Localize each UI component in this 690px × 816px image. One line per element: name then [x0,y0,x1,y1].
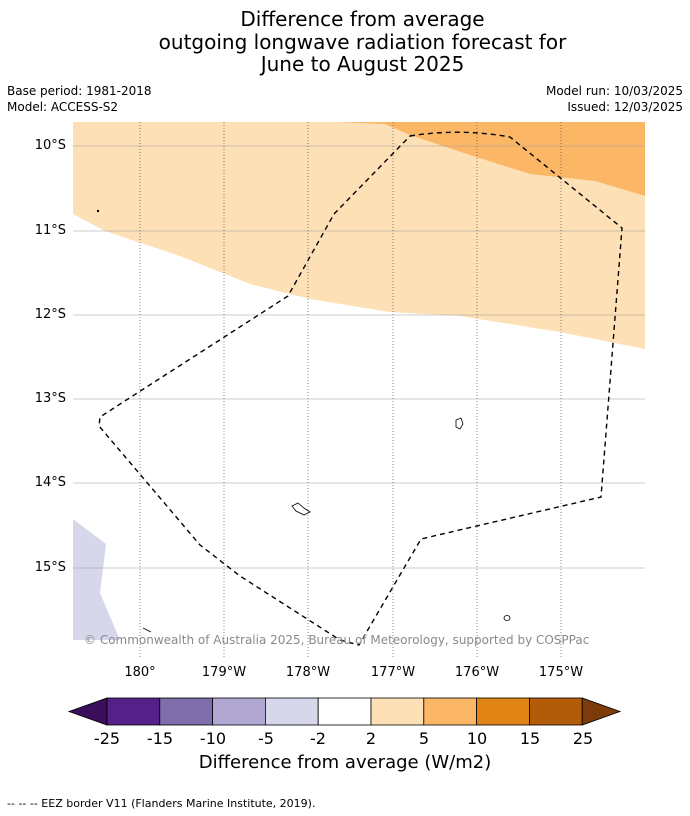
island-shape [291,502,311,516]
model-run: Model run: 10/03/2025 [545,84,683,98]
island-shape [211,659,213,661]
title-line-3: June to August 2025 [260,52,465,76]
colorbar-segment [370,697,425,726]
base-period: Base period: 1981-2018 [7,84,152,98]
issued-date: Issued: 12/03/2025 [567,99,683,114]
lon-label: 176°W [454,665,500,680]
colorbar-extend-min [67,697,108,726]
colorbar-segment [212,697,266,726]
lat-label: 10°S [34,138,66,153]
light-purple-region [73,519,120,640]
colorbar-tick-label: -5 [258,729,274,748]
title-line-2: outgoing longwave radiation forecast for [158,29,567,54]
island-shape [455,417,464,430]
colorbar-tick-label: -2 [310,729,326,748]
islands [96,209,511,661]
model-name: Model: ACCESS-S2 [7,99,119,114]
lat-label: 12°S [34,307,66,322]
colorbar-tick-label: 10 [466,729,488,748]
lon-label: 175°W [538,665,584,680]
colorbar-segment [423,697,477,726]
colorbar-label: Difference from average (W/m2) [198,752,492,773]
colorbar-segment [264,697,319,726]
colorbar-extend-max [581,697,622,726]
colorbar-tick-label: 25 [572,729,594,748]
lon-label: 180° [124,665,156,680]
light-orange-region [73,122,645,349]
map-plot [73,122,645,661]
lon-label: 178°W [285,665,331,680]
colorbar-tick-label: -15 [146,729,174,748]
colorbar-tick-label: -10 [199,729,227,748]
colorbar-segment [317,697,372,726]
colorbar-segment [159,697,214,726]
colorbar-segment [476,697,530,726]
colorbar-tick-label: 15 [519,729,541,748]
colorbar-tick-label: 5 [418,729,430,748]
colorbar-tick-label: 2 [365,729,377,748]
island-shape [503,615,511,621]
orange-region [337,122,645,196]
island-shape [142,627,152,633]
title-line-1: Difference from average [240,7,485,31]
colorbar-segment [529,697,583,726]
lat-label: 15°S [34,560,66,575]
lat-label: 11°S [34,223,66,238]
lon-label: 177°W [370,665,416,680]
colorbar [67,697,622,726]
eez-border [98,131,623,646]
lon-label: 179°W [201,665,247,680]
gridlines [73,122,645,657]
island-shape [96,209,100,213]
copyright-notice: © Commonwealth of Australia 2025, Bureau… [84,633,590,647]
lat-label: 13°S [34,391,66,406]
colorbar-segment [106,697,161,726]
meta-right: Model run: 10/03/2025 Issued: 12/03/2025 [546,84,683,115]
meta-left: Base period: 1981-2018 Model: ACCESS-S2 [7,84,152,115]
lat-label: 14°S [34,475,66,490]
colorbar-tick-label: -25 [93,729,121,748]
footer-legend: -- -- -- EEZ border V11 (Flanders Marine… [7,797,316,810]
chart-title: Difference from average outgoing longwav… [0,8,690,76]
